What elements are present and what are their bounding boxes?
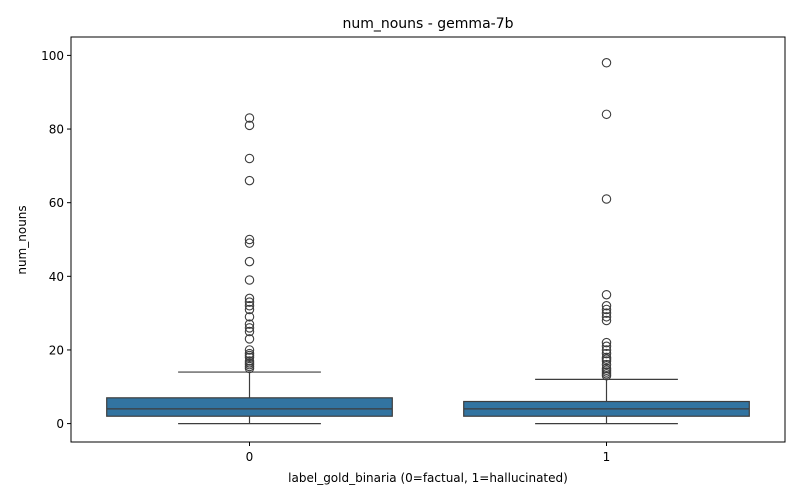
box-group-0	[106, 113, 393, 425]
outlier-point	[244, 345, 255, 355]
outlier-point	[601, 345, 612, 355]
y-tick-label: 60	[49, 196, 64, 210]
outlier-point	[601, 352, 612, 363]
y-tick-label: 0	[56, 417, 64, 431]
outlier-point	[601, 341, 612, 352]
outlier-point	[244, 304, 255, 315]
outlier-point	[601, 58, 612, 68]
x-tick-label: 1	[603, 450, 611, 464]
outlier-point	[244, 297, 255, 307]
chart-title: num_nouns - gemma-7b	[342, 16, 513, 32]
outlier-point	[244, 256, 255, 267]
outlier-point	[244, 323, 255, 333]
y-tick-label: 40	[49, 270, 64, 284]
outlier-point	[601, 359, 612, 370]
outlier-point	[601, 363, 612, 374]
outlier-point	[244, 113, 255, 123]
y-tick-label: 100	[41, 49, 64, 63]
outlier-point	[601, 312, 612, 322]
y-axis-label: num_nouns	[15, 205, 29, 274]
outlier-point	[244, 319, 255, 329]
y-tick-label: 20	[49, 343, 64, 357]
outlier-point	[244, 175, 255, 186]
outlier-point	[601, 194, 612, 204]
plot-area: 0 20 40 60 80 100 0 1	[41, 49, 750, 464]
outlier-point	[244, 120, 255, 131]
outlier-point	[601, 348, 612, 359]
outlier-point	[244, 238, 255, 248]
outlier-point	[244, 301, 255, 311]
outlier-point	[244, 234, 255, 245]
y-tick-label: 80	[49, 123, 64, 137]
outlier-point	[601, 109, 612, 120]
outlier-point	[601, 304, 612, 315]
iqr-box	[106, 397, 393, 417]
outlier-point	[601, 315, 612, 326]
plot-frame	[70, 36, 786, 443]
outlier-point	[601, 308, 612, 318]
outlier-point	[244, 293, 255, 304]
x-axis-label: label_gold_binaria (0=factual, 1=halluci…	[288, 471, 568, 485]
box-group-1	[463, 58, 750, 425]
outlier-point	[244, 275, 255, 285]
outlier-point	[244, 312, 255, 322]
outlier-point	[244, 326, 255, 337]
x-tick-label: 0	[246, 450, 254, 464]
outlier-point	[601, 289, 612, 300]
outlier-point	[601, 337, 612, 348]
outlier-point	[244, 334, 255, 344]
outlier-point	[601, 301, 612, 311]
outlier-point	[244, 153, 255, 164]
outlier-point	[244, 356, 255, 366]
outlier-point	[244, 348, 255, 359]
